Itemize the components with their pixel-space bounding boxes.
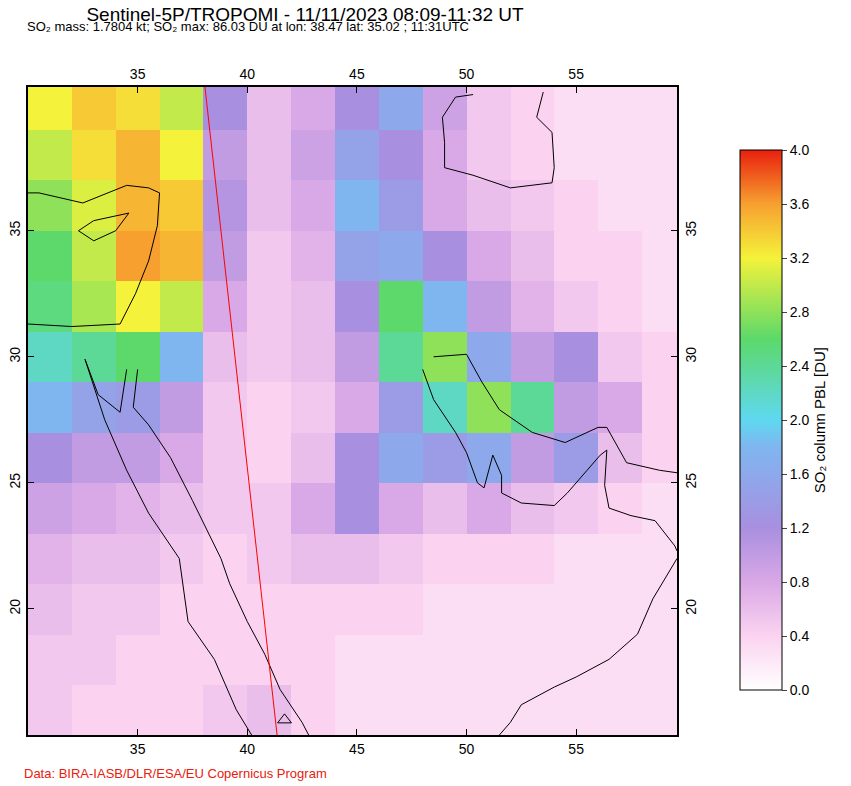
svg-text:0.4: 0.4 [790, 628, 810, 644]
svg-text:3.6: 3.6 [790, 196, 810, 212]
svg-text:2.4: 2.4 [790, 358, 810, 374]
svg-text:30: 30 [7, 347, 23, 363]
svg-text:1.2: 1.2 [790, 520, 810, 536]
svg-text:35: 35 [130, 741, 146, 757]
svg-text:35: 35 [683, 221, 699, 237]
svg-text:Sentinel-5P/TROPOMI - 11/11/20: Sentinel-5P/TROPOMI - 11/11/2023 08:09-1… [86, 4, 524, 25]
svg-text:Data: BIRA-IASB/DLR/ESA/EU Cop: Data: BIRA-IASB/DLR/ESA/EU Copernicus Pr… [24, 766, 327, 781]
svg-text:20: 20 [683, 599, 699, 615]
svg-text:45: 45 [349, 741, 365, 757]
svg-text:0.8: 0.8 [790, 574, 810, 590]
svg-text:0.0: 0.0 [790, 682, 810, 698]
svg-text:55: 55 [568, 741, 584, 757]
svg-text:4.0: 4.0 [790, 142, 810, 158]
svg-text:3.2: 3.2 [790, 250, 810, 266]
svg-text:40: 40 [239, 741, 255, 757]
svg-text:25: 25 [7, 473, 23, 489]
svg-text:2.8: 2.8 [790, 304, 810, 320]
svg-text:SO₂ column PBL [DU]: SO₂ column PBL [DU] [811, 347, 828, 493]
svg-text:55: 55 [568, 66, 584, 82]
svg-text:40: 40 [239, 66, 255, 82]
svg-text:2.0: 2.0 [790, 412, 810, 428]
svg-text:1.6: 1.6 [790, 466, 810, 482]
svg-text:25: 25 [683, 473, 699, 489]
svg-text:SO₂ mass: 1.7804 kt; SO₂ max:: SO₂ mass: 1.7804 kt; SO₂ max: 86.03 DU a… [27, 19, 469, 34]
svg-text:50: 50 [459, 66, 475, 82]
svg-text:50: 50 [459, 741, 475, 757]
svg-text:35: 35 [130, 66, 146, 82]
svg-text:35: 35 [7, 221, 23, 237]
svg-text:30: 30 [683, 347, 699, 363]
svg-text:20: 20 [7, 599, 23, 615]
svg-text:45: 45 [349, 66, 365, 82]
